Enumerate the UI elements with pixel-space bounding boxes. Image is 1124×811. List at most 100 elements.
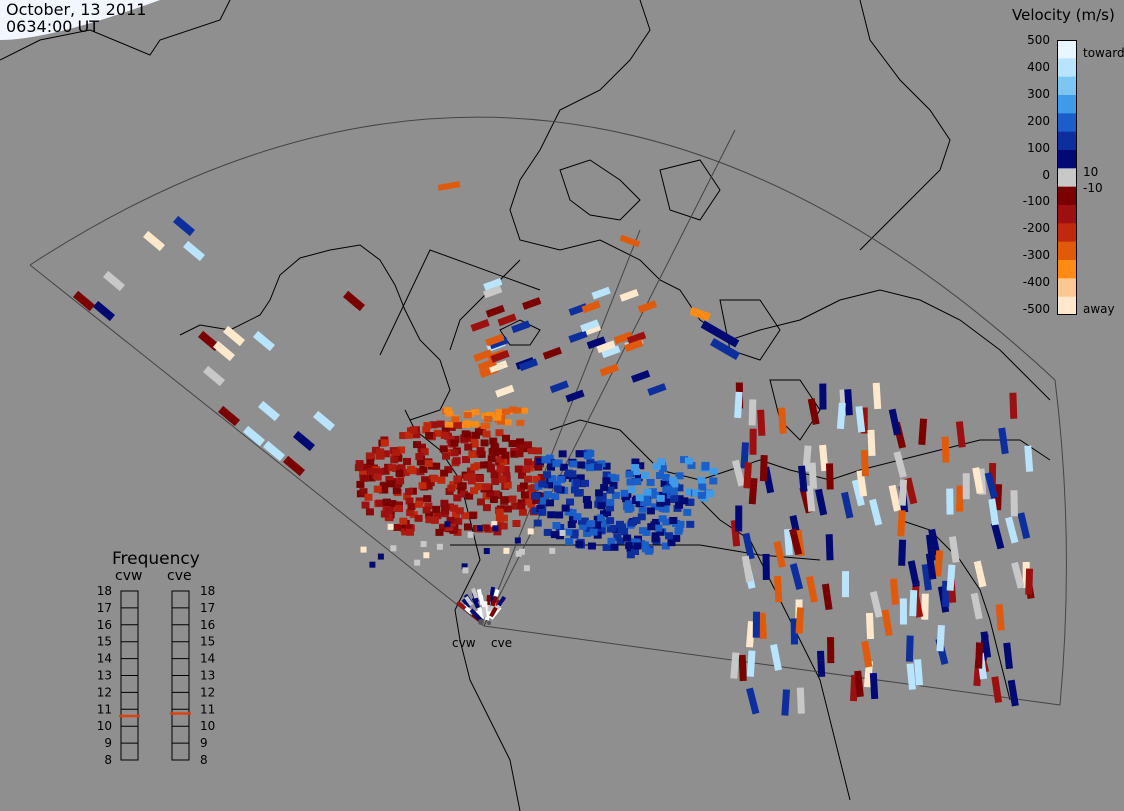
velocity-cell [380, 439, 389, 447]
velocity-cell [356, 480, 365, 488]
velocity-cell [555, 511, 564, 519]
velocity-cell [409, 426, 418, 434]
velocity-cell [770, 643, 782, 671]
velocity-cell [405, 431, 414, 439]
velocity-cell [805, 575, 818, 603]
velocity-cell [657, 458, 666, 466]
velocity-cell [734, 391, 743, 419]
velocity-cell [577, 461, 586, 469]
velocity-cell [701, 463, 710, 471]
velocity-cell [548, 475, 557, 483]
velocity-cell [898, 539, 907, 566]
velocity-cell [514, 537, 521, 544]
velocity-cell [740, 442, 750, 469]
velocity-cell [498, 447, 507, 455]
velocity-cell [492, 525, 499, 532]
velocity-cell [508, 439, 517, 447]
velocity-cell [404, 524, 413, 532]
velocity-cell [463, 412, 472, 419]
velocity-cell [643, 488, 652, 496]
velocity-cell [543, 481, 552, 489]
velocity-cell [360, 474, 369, 482]
velocity-cell [499, 514, 508, 522]
velocity-cell [669, 516, 678, 524]
velocity-cell [897, 510, 906, 537]
velocity-cell [415, 453, 424, 461]
velocity-cell [421, 476, 430, 484]
velocity-cell [631, 468, 640, 476]
velocity-cell [491, 449, 500, 457]
velocity-cell [390, 456, 399, 464]
velocity-cell [907, 560, 920, 588]
velocity-cell [632, 516, 641, 524]
velocity-cell [518, 548, 525, 555]
frequency-level-label: 12 [200, 685, 215, 699]
frequency-level-label: 18 [97, 584, 112, 598]
velocity-cell [865, 612, 875, 640]
velocity-cell [709, 467, 718, 475]
velocity-cell [778, 407, 787, 434]
velocity-cell [433, 429, 442, 437]
colorbar-swatch [1057, 205, 1077, 224]
velocity-cell [893, 451, 907, 479]
velocity-cell [798, 465, 808, 493]
velocity-cell [921, 593, 929, 620]
velocity-cell [856, 469, 868, 497]
velocity-cell [658, 515, 667, 523]
velocity-cell [808, 462, 818, 489]
colorbar-swatch [1057, 223, 1077, 243]
velocity-cell [497, 412, 506, 419]
velocity-cell [477, 358, 497, 372]
velocity-cell [580, 319, 600, 333]
velocity-cell [490, 595, 498, 607]
time-label: 0634:00 UT [6, 17, 100, 36]
velocity-cell [464, 443, 473, 451]
velocity-cell [632, 538, 641, 546]
velocity-cell [624, 339, 644, 353]
velocity-cell [619, 288, 639, 302]
velocity-cell [355, 460, 364, 468]
frequency-level-label: 13 [97, 669, 112, 683]
velocity-cell [948, 536, 960, 563]
velocity-cell [473, 462, 482, 470]
frequency-level-label: 11 [200, 702, 215, 716]
freq-cvw-label: cvw [115, 568, 143, 584]
velocity-cell [906, 663, 917, 690]
velocity-cell [489, 437, 498, 445]
velocity-cell [485, 304, 505, 318]
velocity-cell [467, 472, 476, 480]
velocity-cell [388, 464, 397, 472]
velocity-cell [475, 428, 484, 436]
velocity-cell [405, 497, 414, 505]
velocity-cell [381, 467, 390, 475]
velocity-cell [482, 504, 491, 512]
colorbar-tick-label: 200 [1027, 113, 1050, 128]
velocity-cell [738, 654, 747, 682]
velocity-cell [574, 489, 583, 497]
velocity-cell [641, 545, 650, 553]
velocity-cell [425, 432, 434, 440]
velocity-cell [578, 522, 587, 530]
velocity-cell [640, 499, 649, 507]
velocity-cell [972, 467, 984, 494]
frequency-level-label: 16 [97, 618, 112, 632]
station-cvw-label: cvw [452, 636, 476, 650]
velocity-cell [855, 405, 866, 433]
velocity-cell [596, 340, 616, 354]
velocity-cell [551, 493, 560, 501]
velocity-cell [450, 449, 459, 457]
velocity-cell [373, 473, 382, 481]
velocity-cell [489, 496, 498, 504]
velocity-cell [662, 498, 671, 506]
velocity-cell [591, 286, 611, 300]
velocity-cell [380, 510, 389, 518]
velocity-cell [664, 532, 673, 540]
velocity-cell [600, 484, 609, 492]
velocity-cell [586, 464, 595, 472]
velocity-cell [623, 534, 632, 542]
velocity-cell [343, 290, 365, 312]
velocity-cell [364, 493, 373, 501]
velocity-cell [735, 505, 743, 532]
